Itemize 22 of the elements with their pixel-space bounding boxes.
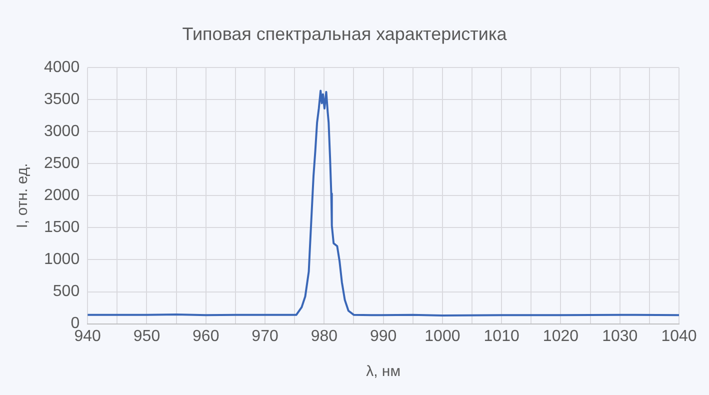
y-axis-title: I, отн. ед. (14, 163, 32, 228)
y-tick-label: 3000 (44, 123, 80, 140)
x-tick-label: 1020 (542, 328, 579, 345)
x-tick-label: 950 (133, 328, 160, 345)
x-axis-title: λ, нм (366, 363, 401, 380)
x-tick-label: 960 (192, 328, 220, 345)
y-tick-label: 2500 (44, 155, 80, 172)
x-tick-label: 1040 (661, 328, 697, 345)
y-tick-label: 2000 (44, 187, 80, 204)
x-tick-label: 970 (252, 328, 278, 345)
y-tick-label: 3500 (44, 91, 80, 108)
y-tick-label: 1500 (44, 219, 80, 236)
y-tick-label: 500 (52, 283, 80, 300)
x-tick-label: 980 (310, 328, 338, 345)
y-tick-label: 4000 (44, 59, 80, 76)
chart-title: Типовая спектральная характеристика (182, 24, 508, 44)
y-tick-label: 1000 (44, 251, 80, 268)
x-tick-label: 990 (370, 328, 397, 345)
x-tick-label: 1010 (484, 328, 520, 345)
x-tick-label: 1000 (424, 328, 460, 345)
x-tick-label: 1030 (602, 328, 638, 345)
x-tick-label: 940 (74, 328, 102, 345)
